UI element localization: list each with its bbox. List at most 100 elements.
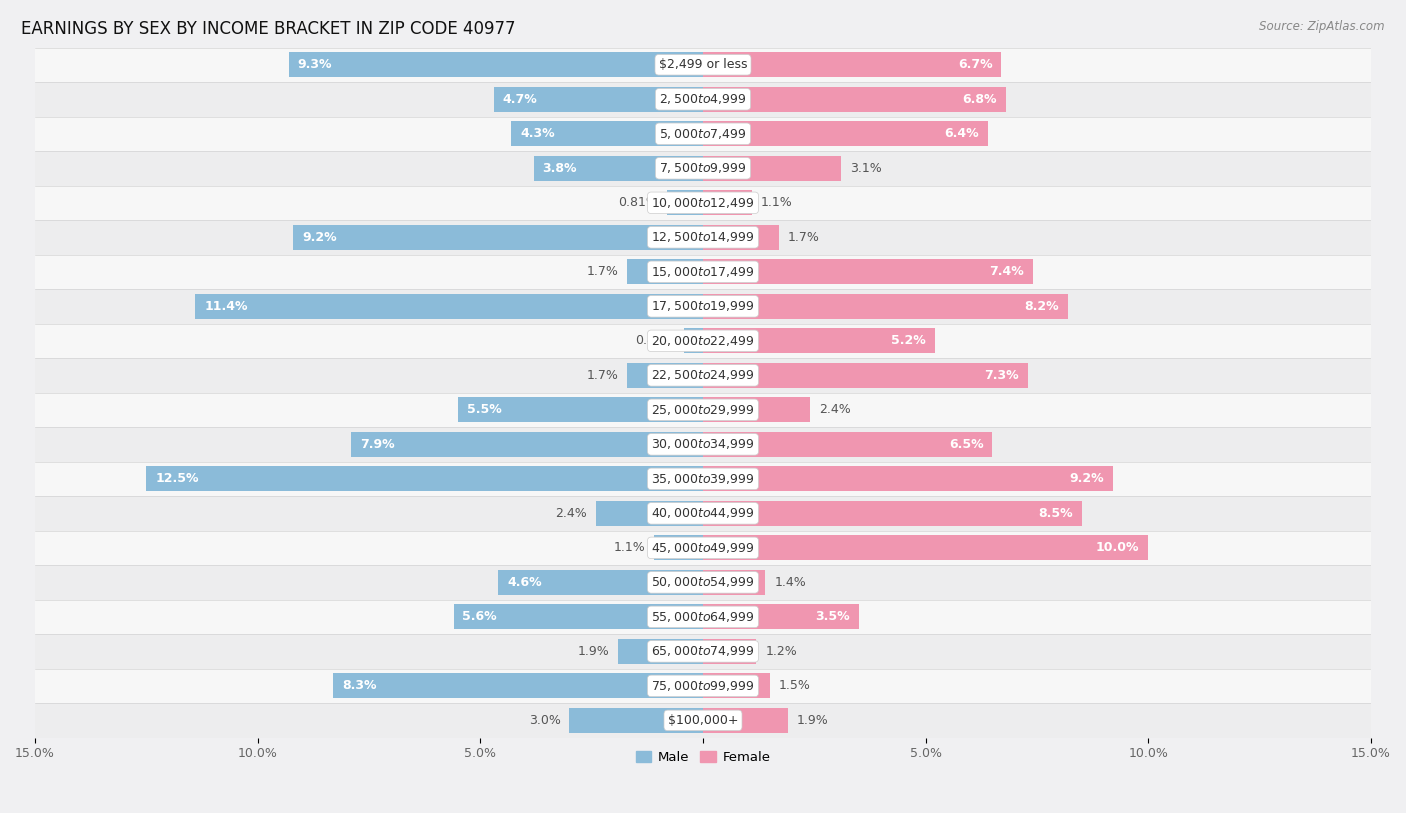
Bar (35, 531, 1371, 565)
Text: 0.81%: 0.81% (619, 196, 658, 209)
Text: 4.3%: 4.3% (520, 128, 555, 141)
Bar (627, 259, 703, 285)
Bar (683, 328, 703, 353)
Text: 3.1%: 3.1% (851, 162, 882, 175)
Bar (703, 536, 1149, 560)
Bar (703, 501, 1081, 526)
Bar (35, 116, 1371, 151)
Bar (703, 363, 1028, 388)
Text: 5.6%: 5.6% (463, 611, 498, 624)
Bar (703, 467, 1112, 491)
Bar (703, 156, 841, 180)
Text: $10,000 to $12,499: $10,000 to $12,499 (651, 196, 755, 210)
Bar (35, 393, 1371, 427)
Legend: Male, Female: Male, Female (630, 746, 776, 769)
Text: EARNINGS BY SEX BY INCOME BRACKET IN ZIP CODE 40977: EARNINGS BY SEX BY INCOME BRACKET IN ZIP… (21, 20, 516, 38)
Text: Source: ZipAtlas.com: Source: ZipAtlas.com (1260, 20, 1385, 33)
Bar (627, 363, 703, 388)
Text: 5.2%: 5.2% (891, 334, 925, 347)
Bar (35, 634, 1371, 668)
Bar (703, 328, 935, 353)
Bar (288, 52, 703, 77)
Bar (146, 467, 703, 491)
Text: 1.1%: 1.1% (761, 196, 793, 209)
Bar (35, 703, 1371, 737)
Text: 6.8%: 6.8% (963, 93, 997, 106)
Text: 8.5%: 8.5% (1038, 506, 1073, 520)
Text: $20,000 to $22,499: $20,000 to $22,499 (651, 334, 755, 348)
Text: 1.1%: 1.1% (613, 541, 645, 554)
Bar (35, 462, 1371, 496)
Bar (703, 259, 1032, 285)
Text: 4.6%: 4.6% (508, 576, 541, 589)
Bar (35, 47, 1371, 82)
Text: 3.5%: 3.5% (815, 611, 851, 624)
Text: 6.5%: 6.5% (949, 438, 984, 451)
Bar (703, 673, 770, 698)
Text: 1.7%: 1.7% (586, 265, 619, 278)
Bar (35, 324, 1371, 358)
Bar (498, 570, 703, 595)
Text: $55,000 to $64,999: $55,000 to $64,999 (651, 610, 755, 624)
Text: $65,000 to $74,999: $65,000 to $74,999 (651, 645, 755, 659)
Bar (35, 185, 1371, 220)
Text: $2,500 to $4,999: $2,500 to $4,999 (659, 93, 747, 107)
Text: $12,500 to $14,999: $12,500 to $14,999 (651, 230, 755, 244)
Text: 1.7%: 1.7% (787, 231, 820, 244)
Text: $100,000+: $100,000+ (668, 714, 738, 727)
Text: 9.3%: 9.3% (298, 59, 332, 72)
Bar (703, 190, 752, 215)
Bar (703, 87, 1005, 111)
Text: 1.5%: 1.5% (779, 680, 811, 693)
Text: 7.4%: 7.4% (988, 265, 1024, 278)
Bar (195, 293, 703, 319)
Bar (35, 496, 1371, 531)
Text: 5.5%: 5.5% (467, 403, 502, 416)
Bar (619, 639, 703, 663)
Bar (494, 87, 703, 111)
Text: $5,000 to $7,499: $5,000 to $7,499 (659, 127, 747, 141)
Text: 6.4%: 6.4% (945, 128, 979, 141)
Text: $2,499 or less: $2,499 or less (659, 59, 747, 72)
Text: 3.0%: 3.0% (529, 714, 561, 727)
Text: 3.8%: 3.8% (543, 162, 578, 175)
Bar (35, 254, 1371, 289)
Text: 12.5%: 12.5% (155, 472, 198, 485)
Text: $15,000 to $17,499: $15,000 to $17,499 (651, 265, 755, 279)
Bar (703, 432, 993, 457)
Bar (703, 708, 787, 733)
Bar (703, 570, 765, 595)
Bar (703, 639, 756, 663)
Text: 4.7%: 4.7% (502, 93, 537, 106)
Bar (654, 536, 703, 560)
Text: 8.2%: 8.2% (1025, 300, 1059, 313)
Bar (512, 121, 703, 146)
Bar (703, 52, 1001, 77)
Bar (352, 432, 703, 457)
Bar (35, 668, 1371, 703)
Bar (703, 121, 988, 146)
Text: 10.0%: 10.0% (1095, 541, 1139, 554)
Bar (458, 398, 703, 422)
Bar (35, 82, 1371, 116)
Bar (569, 708, 703, 733)
Bar (596, 501, 703, 526)
Text: 7.9%: 7.9% (360, 438, 395, 451)
Text: 1.7%: 1.7% (586, 369, 619, 382)
Text: 11.4%: 11.4% (204, 300, 247, 313)
Bar (703, 225, 779, 250)
Bar (703, 604, 859, 629)
Bar (666, 190, 703, 215)
Text: 8.3%: 8.3% (342, 680, 377, 693)
Text: 2.4%: 2.4% (555, 506, 588, 520)
Bar (35, 600, 1371, 634)
Bar (35, 565, 1371, 600)
Text: 1.4%: 1.4% (775, 576, 806, 589)
Bar (35, 220, 1371, 254)
Bar (35, 289, 1371, 324)
Text: $17,500 to $19,999: $17,500 to $19,999 (651, 299, 755, 313)
Bar (703, 293, 1069, 319)
Text: $25,000 to $29,999: $25,000 to $29,999 (651, 402, 755, 417)
Text: 9.2%: 9.2% (302, 231, 337, 244)
Bar (454, 604, 703, 629)
